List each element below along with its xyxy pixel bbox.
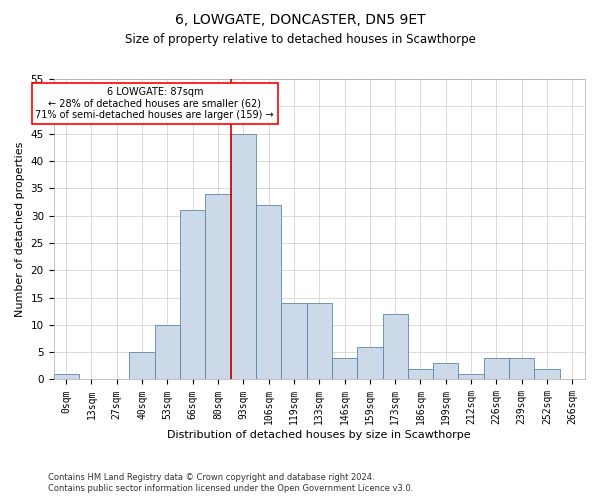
Bar xyxy=(383,314,408,380)
Bar xyxy=(332,358,357,380)
Bar xyxy=(180,210,205,380)
Bar xyxy=(281,303,307,380)
Text: Size of property relative to detached houses in Scawthorpe: Size of property relative to detached ho… xyxy=(125,32,475,46)
X-axis label: Distribution of detached houses by size in Scawthorpe: Distribution of detached houses by size … xyxy=(167,430,471,440)
Bar xyxy=(433,363,458,380)
Bar xyxy=(408,368,433,380)
Bar xyxy=(205,194,230,380)
Bar xyxy=(458,374,484,380)
Bar xyxy=(357,346,383,380)
Text: Contains HM Land Registry data © Crown copyright and database right 2024.: Contains HM Land Registry data © Crown c… xyxy=(48,472,374,482)
Bar xyxy=(307,303,332,380)
Bar xyxy=(130,352,155,380)
Bar xyxy=(230,134,256,380)
Bar xyxy=(155,325,180,380)
Y-axis label: Number of detached properties: Number of detached properties xyxy=(15,142,25,317)
Bar xyxy=(256,204,281,380)
Text: Contains public sector information licensed under the Open Government Licence v3: Contains public sector information licen… xyxy=(48,484,413,493)
Bar xyxy=(535,368,560,380)
Bar xyxy=(484,358,509,380)
Text: 6 LOWGATE: 87sqm
← 28% of detached houses are smaller (62)
71% of semi-detached : 6 LOWGATE: 87sqm ← 28% of detached house… xyxy=(35,87,274,120)
Bar xyxy=(53,374,79,380)
Text: 6, LOWGATE, DONCASTER, DN5 9ET: 6, LOWGATE, DONCASTER, DN5 9ET xyxy=(175,12,425,26)
Bar xyxy=(509,358,535,380)
